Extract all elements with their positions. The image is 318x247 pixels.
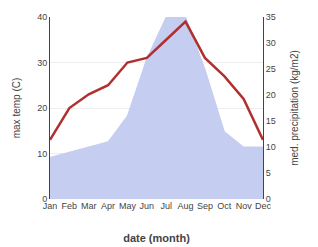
svg-text:Apr: Apr: [101, 201, 115, 211]
svg-text:Sep: Sep: [197, 201, 213, 211]
svg-text:May: May: [119, 201, 137, 211]
svg-text:Aug: Aug: [178, 201, 194, 211]
svg-text:Jan: Jan: [43, 201, 58, 211]
svg-text:0: 0: [42, 194, 47, 204]
svg-text:30: 30: [266, 38, 276, 48]
svg-text:10: 10: [266, 142, 276, 152]
svg-text:Oct: Oct: [217, 201, 232, 211]
svg-text:35: 35: [266, 12, 276, 22]
svg-text:med. precipitation (kg/m2): med. precipitation (kg/m2): [289, 50, 300, 166]
svg-text:Mar: Mar: [81, 201, 97, 211]
svg-text:40: 40: [37, 12, 47, 22]
svg-text:max temp (C): max temp (C): [11, 78, 22, 139]
svg-text:Feb: Feb: [62, 201, 78, 211]
svg-text:15: 15: [266, 116, 276, 126]
svg-text:5: 5: [266, 168, 271, 178]
svg-text:30: 30: [37, 58, 47, 68]
svg-text:25: 25: [266, 64, 276, 74]
svg-text:20: 20: [266, 90, 276, 100]
svg-text:0: 0: [266, 194, 271, 204]
svg-text:Jul: Jul: [160, 201, 172, 211]
svg-text:date (month): date (month): [123, 232, 190, 244]
svg-text:Nov: Nov: [236, 201, 253, 211]
svg-text:10: 10: [37, 149, 47, 159]
svg-text:Jun: Jun: [140, 201, 155, 211]
svg-text:Dec: Dec: [255, 201, 272, 211]
svg-text:20: 20: [37, 103, 47, 113]
